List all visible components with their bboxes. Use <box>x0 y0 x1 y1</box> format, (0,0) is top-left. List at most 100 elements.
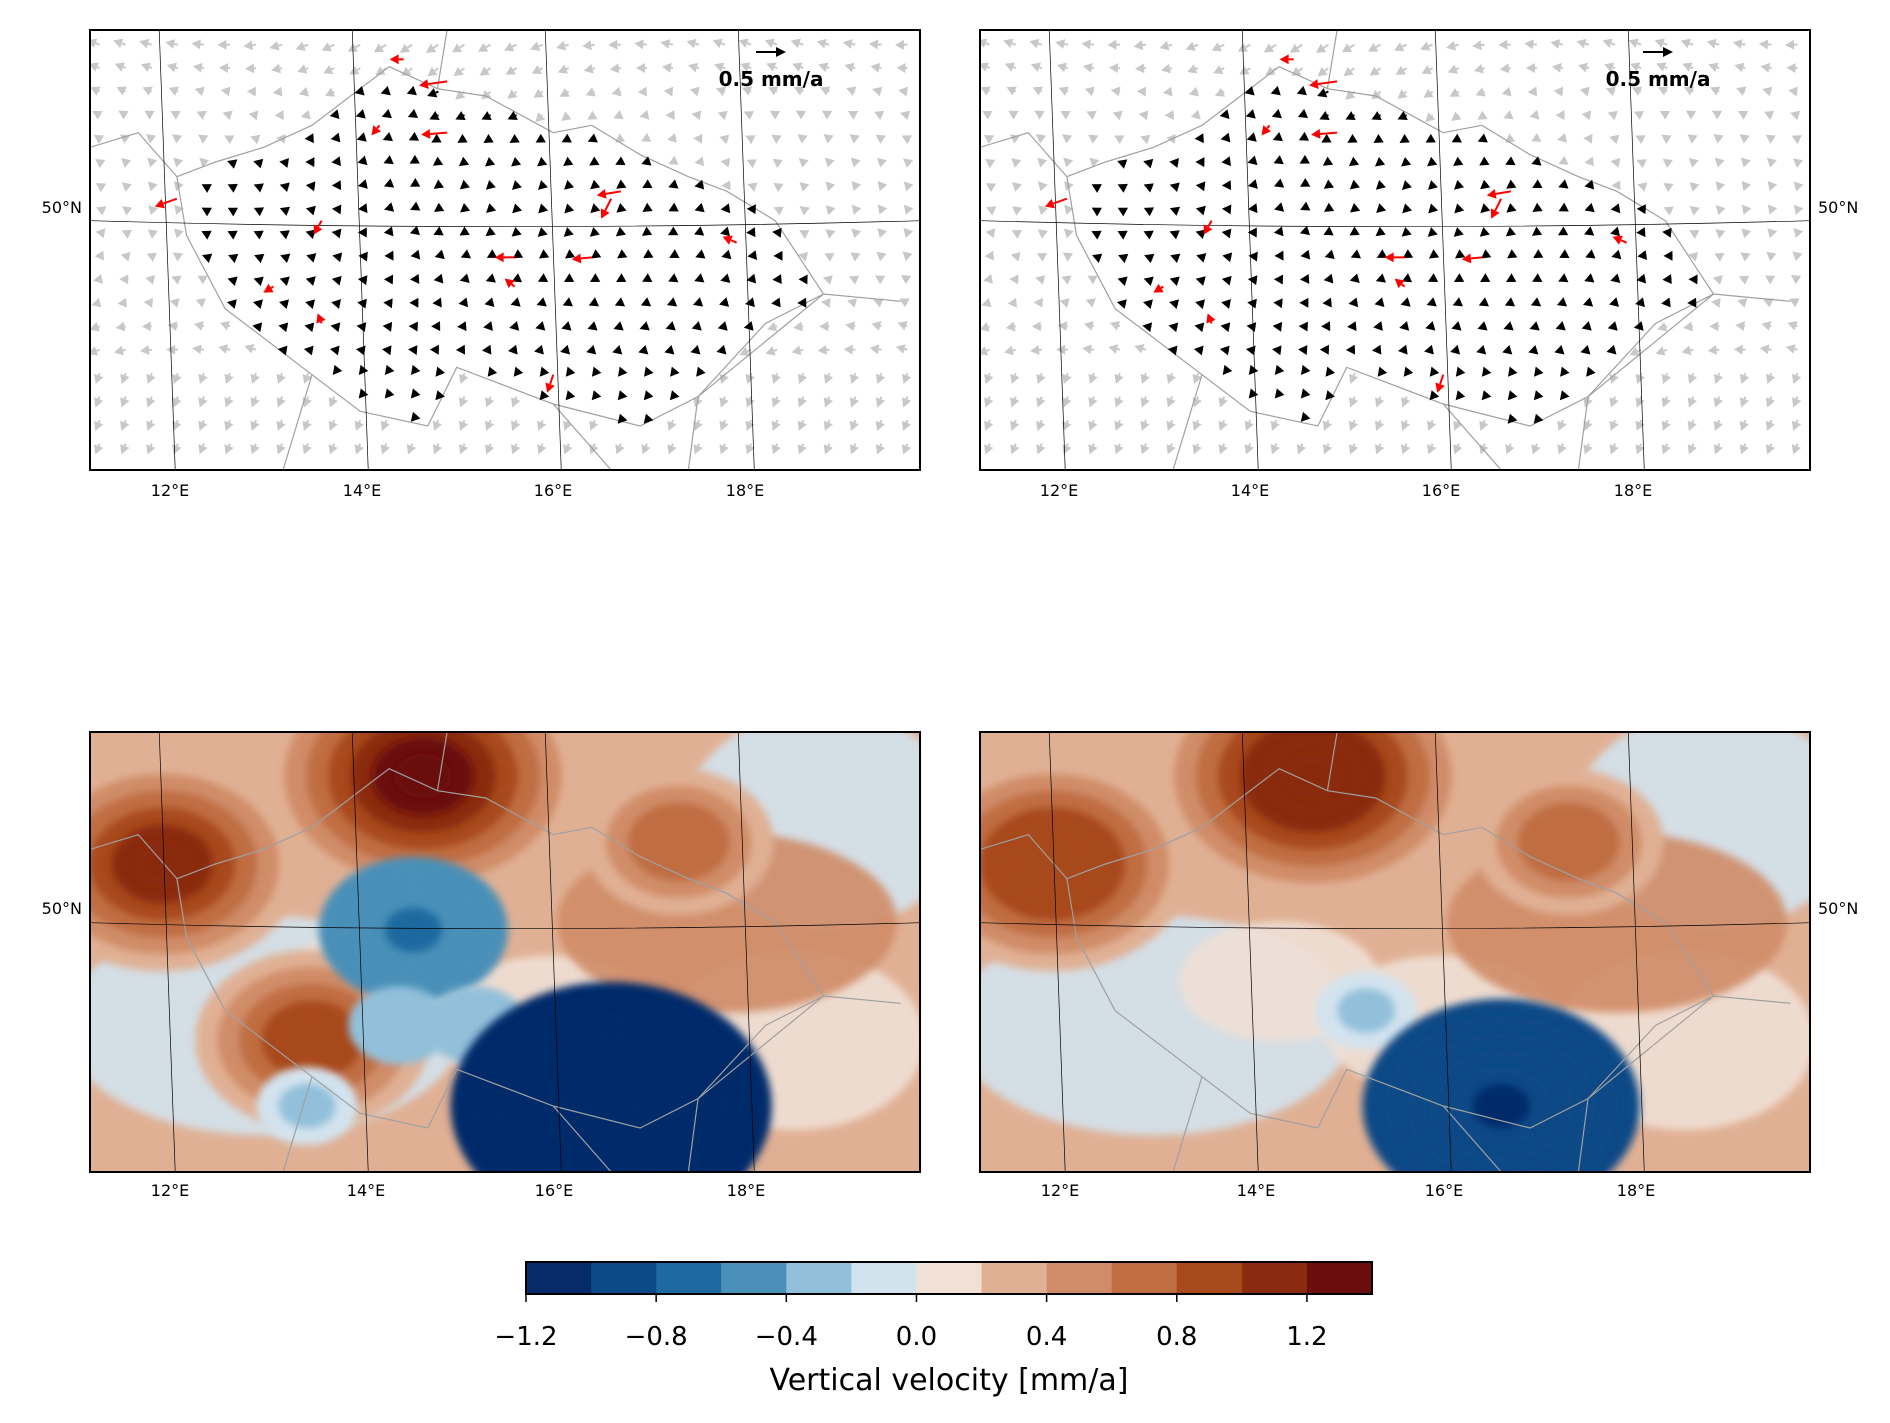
arrow-head <box>1274 202 1285 212</box>
velocity-arrow <box>433 179 444 189</box>
velocity-arrow <box>688 62 700 73</box>
velocity-arrow <box>433 226 444 236</box>
arrow-head <box>695 249 706 259</box>
velocity-arrow <box>563 227 574 237</box>
velocity-arrow <box>1582 297 1594 307</box>
arrow-head <box>380 420 390 431</box>
arrow-shaft <box>1690 348 1694 352</box>
country-border <box>436 30 448 89</box>
arrow-head <box>1081 39 1091 50</box>
velocity-arrow <box>797 372 808 384</box>
arrow-head <box>823 444 833 455</box>
arrow-head <box>202 253 213 263</box>
arrow-head <box>1791 135 1802 145</box>
velocity-arrow <box>1036 443 1046 455</box>
arrow-head <box>1168 322 1179 333</box>
arrow-shaft <box>1430 443 1434 447</box>
colorbar-cell <box>851 1262 917 1294</box>
colorbar-tick-label: 0.0 <box>896 1322 937 1352</box>
velocity-arrow <box>1323 179 1334 189</box>
velocity-arrow <box>851 204 862 215</box>
colorbar-cell <box>526 1262 592 1294</box>
arrow-head <box>1635 444 1645 455</box>
arrow-head <box>145 134 157 144</box>
arrow-head <box>113 38 124 49</box>
velocity-arrow <box>224 135 235 145</box>
velocity-arrow <box>643 366 654 377</box>
velocity-arrow <box>660 39 674 49</box>
arrow-head <box>545 382 555 393</box>
velocity-arrow <box>1004 345 1016 356</box>
velocity-arrow <box>407 108 419 118</box>
velocity-arrow <box>1481 366 1492 377</box>
x-tick-label: 16°E <box>534 481 572 500</box>
arrow-head <box>1218 444 1228 455</box>
velocity-arrow <box>484 396 495 408</box>
arrow-head <box>1162 86 1173 97</box>
arrow-head <box>612 344 623 355</box>
arrow-head <box>279 206 291 216</box>
arrow-head <box>1453 420 1463 431</box>
velocity-arrow <box>1273 274 1284 285</box>
arrow-head <box>1037 181 1048 192</box>
velocity-arrow <box>1298 321 1308 332</box>
velocity-arrow <box>894 39 908 50</box>
velocity-arrow <box>1218 396 1228 408</box>
arrow-head <box>279 299 289 310</box>
velocity-arrow <box>1715 229 1726 239</box>
arrow-head <box>1583 133 1593 144</box>
arrow-head <box>1064 204 1074 215</box>
velocity-arrow <box>1343 66 1356 77</box>
velocity-arrow <box>817 345 830 355</box>
velocity-arrow <box>1759 344 1772 355</box>
arrow-head <box>562 297 573 307</box>
velocity-arrow <box>642 273 653 283</box>
arrow-head <box>1636 273 1647 284</box>
arrow-head <box>667 226 679 236</box>
velocity-arrow <box>507 89 518 99</box>
velocity-arrow <box>481 111 492 120</box>
velocity-arrow <box>1455 366 1466 377</box>
arrow-head <box>1010 397 1020 408</box>
arrow-head <box>1525 63 1536 74</box>
country-border <box>687 995 901 1172</box>
velocity-arrow <box>1044 197 1068 209</box>
arrow-head <box>1429 390 1440 401</box>
arrow-head <box>1169 276 1180 286</box>
velocity-arrow <box>901 135 912 145</box>
velocity-arrow <box>798 252 809 262</box>
velocity-arrow <box>409 297 419 308</box>
arrow-head <box>565 249 576 259</box>
arrow-shaft <box>486 67 492 72</box>
velocity-arrow <box>1219 109 1230 120</box>
velocity-arrow <box>870 62 882 73</box>
arrow-head <box>227 230 238 240</box>
velocity-arrow <box>1553 86 1564 97</box>
arrow-head <box>1192 444 1202 455</box>
velocity-arrow <box>1298 131 1310 141</box>
arrow-shaft <box>775 419 779 423</box>
arrow-head <box>1116 299 1127 309</box>
country-border <box>552 403 612 470</box>
velocity-arrow <box>1143 276 1154 287</box>
arrow-head <box>1793 227 1804 238</box>
arrow-head <box>279 230 290 240</box>
arrow-shaft <box>1220 67 1225 71</box>
arrow-shaft <box>1196 419 1200 423</box>
arrow-head <box>691 321 702 331</box>
arrow-head <box>537 420 547 431</box>
velocity-arrow <box>1662 274 1672 284</box>
arrow-head <box>1188 87 1199 97</box>
arrow-head <box>1245 109 1256 119</box>
arrow-shaft <box>1300 443 1304 447</box>
velocity-arrow <box>1190 109 1201 120</box>
velocity-arrow <box>384 388 395 399</box>
arrow-head <box>1219 345 1230 356</box>
arrow-shaft <box>252 43 257 47</box>
velocity-arrow <box>588 297 599 307</box>
velocity-arrow <box>511 396 521 408</box>
velocity-arrow <box>874 110 885 120</box>
arrow-head <box>1455 249 1466 259</box>
arrow-head <box>1735 321 1745 332</box>
velocity-arrow <box>118 110 129 120</box>
